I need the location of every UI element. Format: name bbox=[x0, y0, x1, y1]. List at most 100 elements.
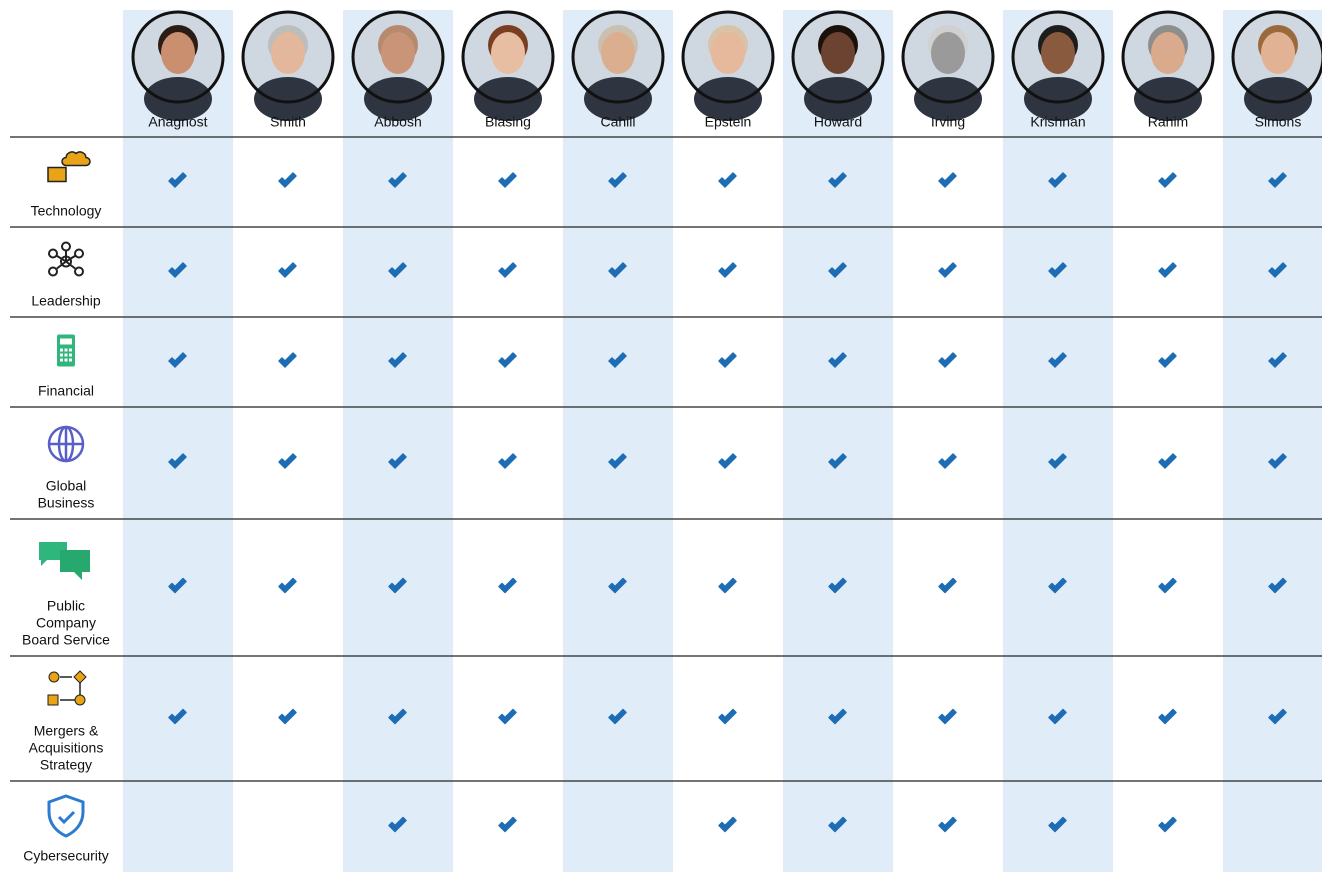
director-photo bbox=[791, 10, 885, 121]
check-mark bbox=[1158, 816, 1177, 833]
check-mark bbox=[828, 453, 847, 469]
director-photo bbox=[571, 10, 665, 121]
icon-part bbox=[69, 358, 72, 362]
director-name: Howard bbox=[814, 114, 862, 130]
photo-ring bbox=[681, 10, 775, 104]
check-mark bbox=[168, 172, 187, 188]
icon-part bbox=[47, 166, 67, 183]
director-name: Irving bbox=[931, 114, 965, 130]
skill-label: Public bbox=[47, 598, 85, 614]
director-photo bbox=[901, 10, 995, 121]
check-mark bbox=[498, 816, 517, 833]
photo-face bbox=[601, 32, 635, 74]
check-mark bbox=[168, 262, 187, 278]
check-mark bbox=[1268, 352, 1287, 368]
director-name: Rahim bbox=[1148, 114, 1188, 130]
check-mark bbox=[938, 816, 957, 833]
skill-label: Global bbox=[46, 478, 86, 494]
skill-label: Leadership bbox=[31, 293, 100, 309]
photo-ring bbox=[131, 10, 225, 104]
icon-part bbox=[61, 241, 71, 252]
check-mark bbox=[608, 453, 627, 469]
check-mark bbox=[1158, 708, 1177, 725]
check-mark bbox=[278, 262, 297, 278]
check-mark bbox=[1268, 453, 1287, 469]
photo-ring bbox=[901, 10, 995, 104]
skill-label: Board Service bbox=[22, 632, 110, 648]
check-mark bbox=[828, 577, 847, 594]
icon-part bbox=[47, 694, 59, 706]
photo-face bbox=[1151, 32, 1185, 74]
check-mark bbox=[938, 453, 957, 469]
check-mark bbox=[938, 172, 957, 188]
check-mark bbox=[168, 577, 187, 594]
photo-ring bbox=[571, 10, 665, 104]
check-mark bbox=[828, 816, 847, 833]
icon-part bbox=[60, 358, 63, 362]
check-mark bbox=[1268, 708, 1287, 725]
check-mark bbox=[1048, 816, 1067, 833]
icon-part bbox=[69, 353, 72, 357]
check-mark bbox=[1268, 172, 1287, 188]
photo-body bbox=[1244, 77, 1312, 121]
director-photo bbox=[1011, 10, 1105, 121]
check-mark bbox=[938, 262, 957, 278]
photo-body bbox=[804, 77, 872, 121]
photo-ring bbox=[351, 10, 445, 104]
skill-label: Business bbox=[38, 495, 95, 511]
photo-ring bbox=[1011, 10, 1105, 104]
check-mark bbox=[1048, 262, 1067, 278]
check-mark bbox=[828, 352, 847, 368]
skill-label: Company bbox=[36, 615, 96, 631]
check-mark bbox=[168, 708, 187, 725]
check-mark bbox=[168, 453, 187, 469]
icon-part bbox=[61, 151, 91, 167]
director-photo bbox=[1121, 10, 1215, 121]
check-mark bbox=[718, 352, 737, 368]
photo-face bbox=[271, 32, 305, 74]
photo-face bbox=[1041, 32, 1075, 74]
photo-body bbox=[254, 77, 322, 121]
photo-ring bbox=[791, 10, 885, 104]
check-mark bbox=[498, 172, 517, 188]
check-mark bbox=[938, 577, 957, 594]
icon-part bbox=[74, 266, 84, 277]
director-name: Krishnan bbox=[1030, 114, 1085, 130]
photo-ring bbox=[461, 10, 555, 104]
icon-part bbox=[57, 810, 76, 825]
photo-face bbox=[1261, 32, 1295, 74]
check-mark bbox=[498, 352, 517, 368]
check-mark bbox=[1048, 352, 1067, 368]
photo-body bbox=[584, 77, 652, 121]
icon-part bbox=[60, 550, 90, 580]
check-mark bbox=[718, 453, 737, 469]
photo-body bbox=[914, 77, 982, 121]
photo-ring bbox=[1231, 10, 1322, 104]
photo-body bbox=[364, 77, 432, 121]
icon-part bbox=[74, 248, 84, 259]
skill-icon bbox=[47, 794, 85, 838]
skill-icon bbox=[57, 334, 75, 367]
director-photo bbox=[461, 10, 555, 121]
icon-part bbox=[65, 260, 76, 270]
photo-body bbox=[1134, 77, 1202, 121]
check-mark bbox=[278, 708, 297, 725]
skill-label: Mergers & bbox=[34, 723, 99, 739]
check-mark bbox=[388, 352, 407, 368]
check-mark bbox=[1048, 172, 1067, 188]
check-mark bbox=[498, 262, 517, 278]
check-mark bbox=[938, 352, 957, 368]
icon-part bbox=[74, 694, 86, 706]
icon-part bbox=[48, 266, 58, 277]
check-mark bbox=[388, 577, 407, 594]
director-name: Blasing bbox=[485, 114, 531, 130]
icon-part bbox=[56, 260, 67, 270]
icon-part bbox=[60, 353, 63, 357]
photo-face bbox=[161, 32, 195, 74]
icon-part bbox=[73, 670, 87, 684]
skill-icon bbox=[47, 151, 91, 183]
check-mark bbox=[1158, 352, 1177, 368]
check-mark bbox=[1048, 453, 1067, 469]
icon-part bbox=[64, 353, 68, 357]
